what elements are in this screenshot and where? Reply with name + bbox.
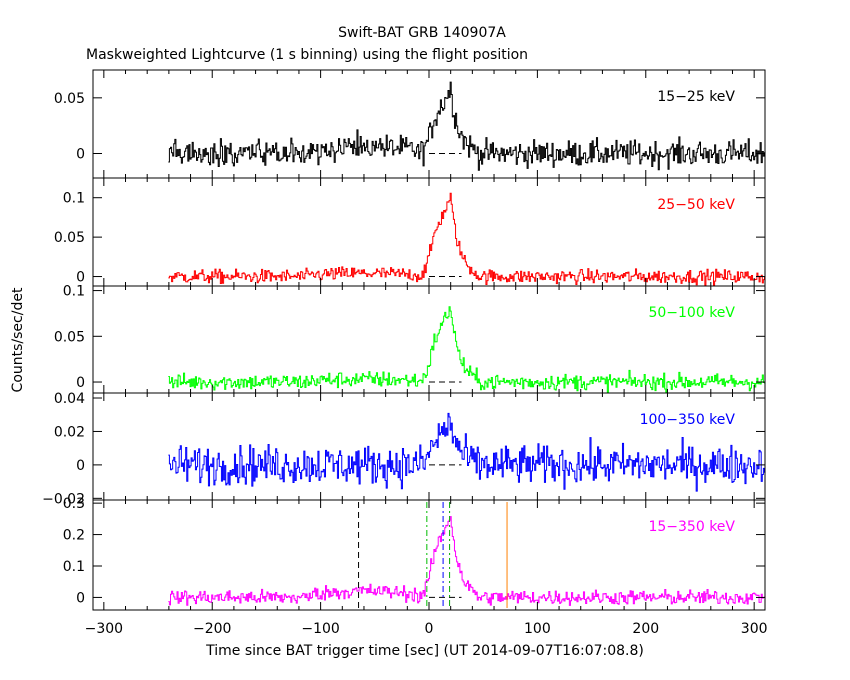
y-tick-label: 0.2: [63, 528, 85, 544]
x-tick-label: −300: [85, 621, 123, 637]
y-tick-label: 0: [76, 375, 85, 391]
y-tick-label: 0.05: [54, 329, 85, 345]
panel-frame-2: [92, 177, 766, 287]
x-tick-label: 200: [632, 621, 659, 637]
y-tick-label: 0.05: [54, 230, 85, 246]
y-tick-label: 0.05: [54, 91, 85, 107]
band-label-4: 100−350 keV: [640, 412, 736, 428]
y-tick-label: 0.02: [54, 424, 85, 440]
y-tick-label: 0.1: [63, 191, 85, 207]
x-axis-label: Time since BAT trigger time [sec] (UT 20…: [205, 643, 644, 659]
lightcurve-series-1: [168, 81, 766, 171]
x-tick-label: −100: [301, 621, 339, 637]
x-tick-label: 300: [741, 621, 768, 637]
lightcurve-series-5: [168, 516, 766, 606]
chart-title: Swift-BAT GRB 140907A: [338, 25, 506, 41]
x-tick-label: 100: [524, 621, 551, 637]
y-tick-label: 0: [76, 458, 85, 474]
y-tick-label: 0.3: [63, 496, 85, 512]
y-tick-label: −0.02: [42, 491, 85, 507]
x-tick-label: −200: [193, 621, 231, 637]
y-axis-label: Counts/sec/det: [10, 287, 26, 392]
band-label-3: 50−100 keV: [648, 305, 735, 321]
panel-frame-1: [92, 69, 766, 179]
y-tick-label: 0.04: [54, 391, 85, 407]
chart-subtitle: Maskweighted Lightcurve (1 s binning) us…: [86, 47, 528, 63]
lightcurve-series-3: [168, 306, 766, 393]
y-tick-label: 0: [76, 270, 85, 286]
y-tick-label: 0.1: [63, 559, 85, 575]
lightcurve-series-2: [168, 192, 766, 286]
y-tick-label: 0: [76, 590, 85, 606]
lightcurve-series-4: [168, 412, 766, 492]
band-label-2: 25−50 keV: [657, 197, 735, 213]
panels-group: 0 0.05 15−25 keV 0 0.05 0.1 25−50 keV 0 0.05 0.1 5…: [42, 69, 768, 637]
band-label-5: 15−350 keV: [648, 519, 735, 535]
y-tick-label: 0.1: [63, 284, 85, 300]
band-label-1: 15−25 keV: [657, 89, 735, 105]
panel-frame-3: [92, 285, 766, 394]
y-tick-label: 0: [76, 147, 85, 163]
panel-frame-4: [92, 392, 766, 501]
x-tick-label: 0: [425, 621, 434, 637]
panel-frame-5: [92, 499, 766, 611]
